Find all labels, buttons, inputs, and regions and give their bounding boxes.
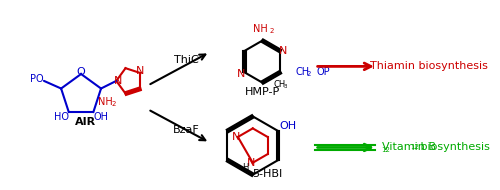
Text: NH: NH <box>98 97 113 107</box>
Text: N: N <box>279 46 287 56</box>
Text: CH: CH <box>274 80 286 89</box>
Text: 12: 12 <box>410 144 419 150</box>
Text: N: N <box>237 69 246 79</box>
Text: Thiamin biosynthesis: Thiamin biosynthesis <box>370 61 488 71</box>
Text: AIR: AIR <box>76 117 96 127</box>
Text: 5-HBI: 5-HBI <box>252 169 282 179</box>
Text: Vitamin B: Vitamin B <box>382 142 436 152</box>
Text: PO: PO <box>30 74 44 84</box>
Text: N: N <box>246 158 255 168</box>
Text: OP: OP <box>316 67 330 77</box>
Text: BzaF: BzaF <box>172 125 200 135</box>
Text: 12: 12 <box>382 147 390 153</box>
Text: CH: CH <box>296 67 310 77</box>
Text: HMP-P: HMP-P <box>244 87 280 97</box>
Text: ThiC: ThiC <box>174 55 199 65</box>
Text: O: O <box>76 67 86 77</box>
Text: N: N <box>114 76 122 86</box>
Text: N: N <box>232 132 240 142</box>
Text: NH: NH <box>253 24 268 34</box>
Text: 2: 2 <box>270 28 274 34</box>
Text: OH: OH <box>94 112 108 122</box>
Text: N: N <box>136 66 144 76</box>
Text: H: H <box>242 163 248 172</box>
Text: biosynthesis: biosynthesis <box>417 142 490 152</box>
Text: HO: HO <box>54 112 68 122</box>
Text: 2: 2 <box>306 71 310 77</box>
Text: 3: 3 <box>284 84 287 89</box>
Text: OH: OH <box>279 121 296 131</box>
Text: 2: 2 <box>111 101 116 107</box>
